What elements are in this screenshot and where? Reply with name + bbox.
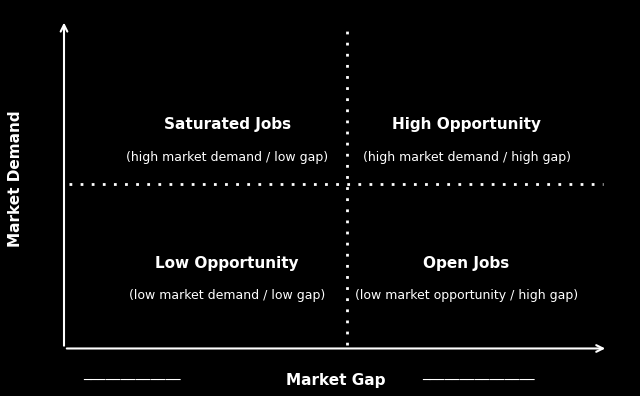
Text: (low market opportunity / high gap): (low market opportunity / high gap) bbox=[355, 289, 578, 303]
Text: 👎🏾: 👎🏾 bbox=[211, 211, 244, 239]
Text: 😐: 😐 bbox=[452, 211, 481, 239]
Text: High Opportunity: High Opportunity bbox=[392, 118, 541, 133]
Text: ─────────────: ───────────── bbox=[83, 374, 180, 386]
Text: Saturated Jobs: Saturated Jobs bbox=[164, 118, 291, 133]
Text: (high market demand / low gap): (high market demand / low gap) bbox=[126, 151, 328, 164]
Text: Low Opportunity: Low Opportunity bbox=[156, 255, 299, 270]
Text: Open Jobs: Open Jobs bbox=[424, 255, 509, 270]
Text: ⛈️: ⛈️ bbox=[219, 73, 236, 101]
Text: (low market demand / low gap): (low market demand / low gap) bbox=[129, 289, 325, 303]
Text: Market Gap: Market Gap bbox=[286, 373, 386, 388]
Text: ───────────────: ─────────────── bbox=[422, 374, 535, 386]
Text: Market Demand: Market Demand bbox=[8, 110, 24, 247]
Text: (high market demand / high gap): (high market demand / high gap) bbox=[362, 151, 571, 164]
Text: 🔥: 🔥 bbox=[458, 73, 475, 101]
